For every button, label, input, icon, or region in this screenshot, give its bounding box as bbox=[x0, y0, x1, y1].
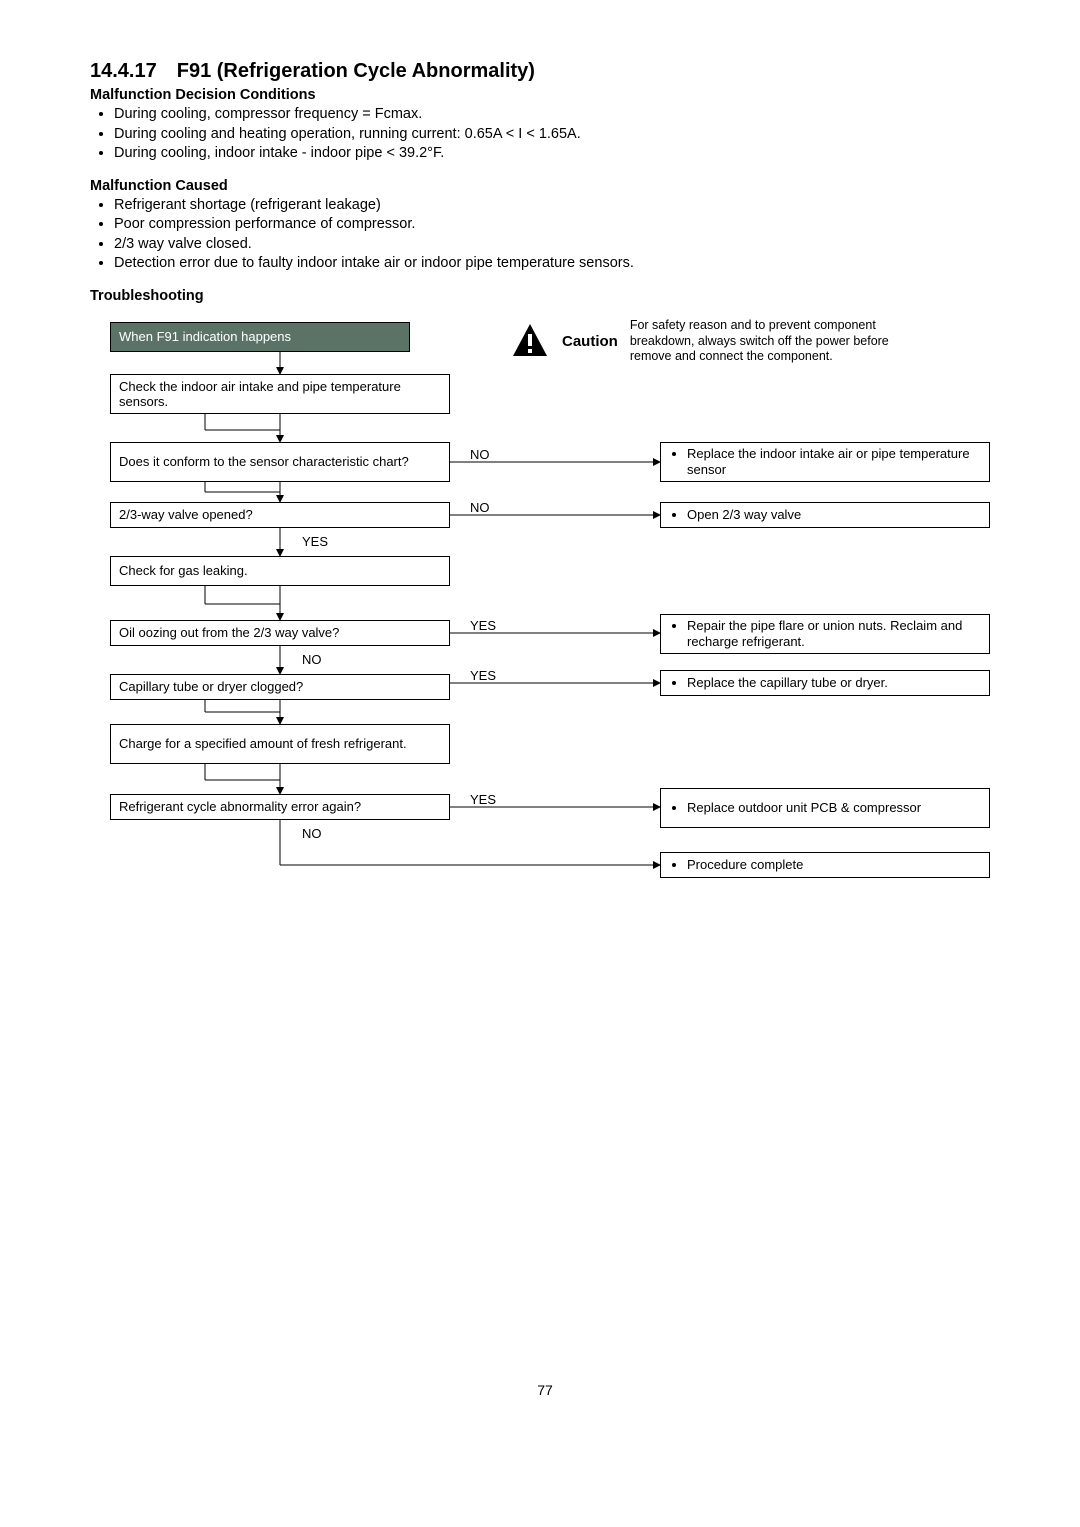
list-item: During cooling and heating operation, ru… bbox=[114, 125, 1000, 145]
list-item: Procedure complete bbox=[687, 857, 803, 873]
label-yes: YES bbox=[302, 534, 328, 549]
flow-complete: Procedure complete bbox=[660, 852, 990, 878]
flow-oil-q: Oil oozing out from the 2/3 way valve? bbox=[110, 620, 450, 646]
page-number: 77 bbox=[90, 1382, 1000, 1398]
label-no: NO bbox=[470, 447, 490, 462]
flow-valve-q: 2/3-way valve opened? bbox=[110, 502, 450, 528]
flow-repair-flare: Repair the pipe flare or union nuts. Rec… bbox=[660, 614, 990, 654]
label-no: NO bbox=[302, 652, 322, 667]
flow-replace-pcb: Replace outdoor unit PCB & compressor bbox=[660, 788, 990, 828]
caution-icon bbox=[510, 321, 550, 361]
list-item: 2/3 way valve closed. bbox=[114, 235, 1000, 255]
list-item: Repair the pipe flare or union nuts. Rec… bbox=[687, 618, 981, 651]
caused-head: Malfunction Caused bbox=[90, 178, 1000, 194]
flow-replace-sensor: Replace the indoor intake air or pipe te… bbox=[660, 442, 990, 482]
label-yes: YES bbox=[470, 668, 496, 683]
flow-conform-q: Does it conform to the sensor characteri… bbox=[110, 442, 450, 482]
troubleshooting-head: Troubleshooting bbox=[90, 288, 1000, 304]
list-item: Detection error due to faulty indoor int… bbox=[114, 254, 1000, 274]
flow-check-sensors: Check the indoor air intake and pipe tem… bbox=[110, 374, 450, 414]
flow-capillary-q: Capillary tube or dryer clogged? bbox=[110, 674, 450, 700]
list-item: Refrigerant shortage (refrigerant leakag… bbox=[114, 196, 1000, 216]
list-item: Poor compression performance of compress… bbox=[114, 215, 1000, 235]
flow-check-leak: Check for gas leaking. bbox=[110, 556, 450, 586]
list-item: Open 2/3 way valve bbox=[687, 507, 801, 523]
label-yes: YES bbox=[470, 792, 496, 807]
flow-charge: Charge for a specified amount of fresh r… bbox=[110, 724, 450, 764]
list-item: During cooling, indoor intake - indoor p… bbox=[114, 144, 1000, 164]
label-yes: YES bbox=[470, 618, 496, 633]
list-item: Replace outdoor unit PCB & compressor bbox=[687, 800, 921, 816]
decision-conditions-head: Malfunction Decision Conditions bbox=[90, 87, 1000, 103]
list-item: Replace the capillary tube or dryer. bbox=[687, 675, 888, 691]
caution-text: For safety reason and to prevent compone… bbox=[630, 318, 920, 365]
label-no: NO bbox=[470, 500, 490, 515]
flow-abnorm-q: Refrigerant cycle abnormality error agai… bbox=[110, 794, 450, 820]
flow-open-valve: Open 2/3 way valve bbox=[660, 502, 990, 528]
caution-row: Caution For safety reason and to prevent… bbox=[510, 318, 920, 365]
caused-list: Refrigerant shortage (refrigerant leakag… bbox=[90, 196, 1000, 274]
decision-conditions-list: During cooling, compressor frequency = F… bbox=[90, 105, 1000, 164]
list-item: During cooling, compressor frequency = F… bbox=[114, 105, 1000, 125]
flowchart: Caution For safety reason and to prevent… bbox=[90, 312, 1010, 962]
flow-replace-cap: Replace the capillary tube or dryer. bbox=[660, 670, 990, 696]
caution-label: Caution bbox=[562, 333, 618, 350]
flow-start: When F91 indication happens bbox=[110, 322, 410, 352]
section-title: 14.4.17 F91 (Refrigeration Cycle Abnorma… bbox=[90, 60, 1000, 83]
label-no: NO bbox=[302, 826, 322, 841]
list-item: Replace the indoor intake air or pipe te… bbox=[687, 446, 981, 479]
